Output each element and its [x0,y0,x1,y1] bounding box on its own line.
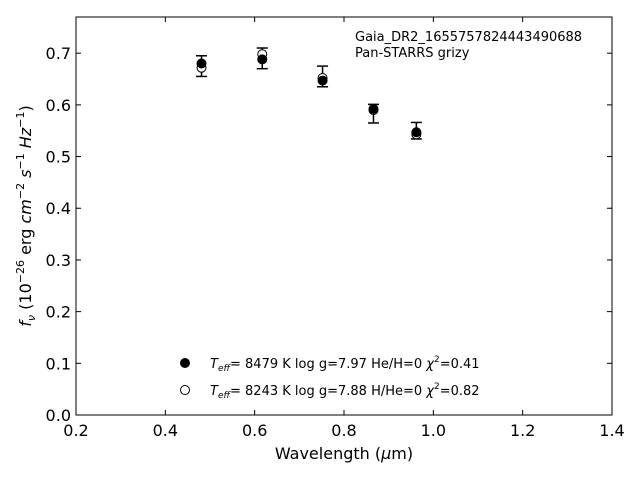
annotation-survey: Pan-STARRS grizy [355,46,470,61]
x-tick-label: 0.2 [63,421,88,440]
plot-area [75,16,613,416]
filled-point [368,104,379,115]
x-tick-label: 0.6 [242,421,267,440]
x-tick-label: 1.0 [421,421,446,440]
filled-point [411,127,422,138]
x-tick-label: 0.8 [331,421,356,440]
y-tick-label: 0.6 [46,96,71,115]
y-tick-label: 0.2 [46,303,71,322]
x-axis-label: Wavelength (μm) [275,444,413,463]
filled-point [257,54,268,65]
y-tick-label: 0.0 [46,406,71,425]
y-tick-label: 0.4 [46,199,71,218]
legend: Teff= 8479 K log g=7.97 He/H=0 χ2=0.41 T… [180,355,480,401]
x-tick-label: 1.2 [510,421,535,440]
y-tick-label: 0.5 [46,148,71,167]
x-tick-label: 1.4 [599,421,624,440]
legend-entry-open: Teff= 8243 K log g=7.88 H/He=0 χ2=0.82 [210,382,480,401]
annotation-source-id: Gaia_DR2_1655757824443490688 [355,30,582,45]
legend-marker-filled [180,358,190,368]
y-tick-label: 0.7 [46,44,71,63]
x-tick-label: 0.4 [153,421,178,440]
y-tick-label: 0.1 [46,354,71,373]
legend-marker-open [180,385,190,395]
y-axis: 0.0 0.1 0.2 0.3 0.4 0.5 0.6 0.7 [46,44,612,425]
filled-point [196,58,207,69]
y-axis-label: fν (10−26 erg cm−2 s−1 Hz−1) [14,105,38,326]
legend-entry-filled: Teff= 8479 K log g=7.97 He/H=0 χ2=0.41 [210,355,480,374]
model-filled-series [196,54,422,138]
y-tick-label: 0.3 [46,251,71,270]
filled-point [317,75,328,86]
x-axis: 0.2 0.4 0.6 0.8 1.0 1.2 1.4 [63,17,625,440]
